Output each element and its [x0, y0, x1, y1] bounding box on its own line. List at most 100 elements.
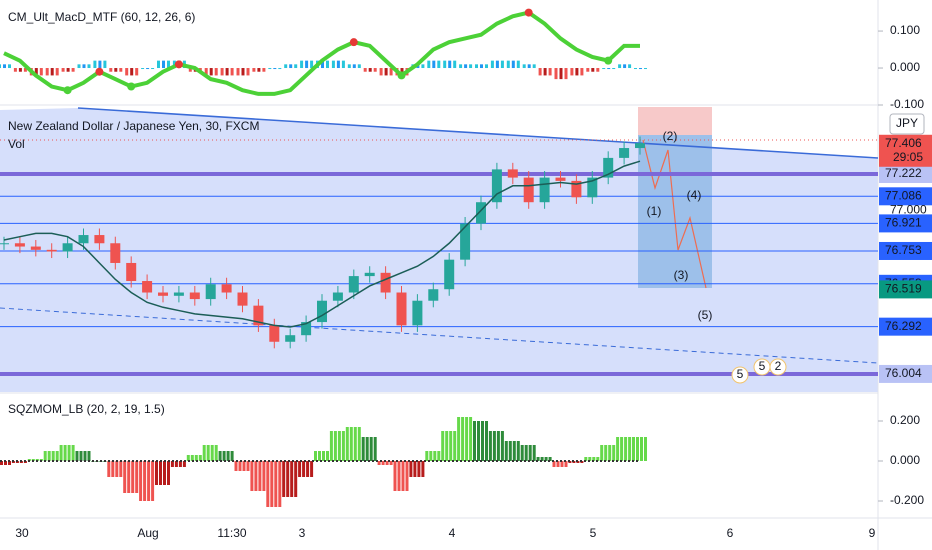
- candle-body: [364, 272, 375, 277]
- squeeze-bar: [532, 445, 536, 461]
- macd-histogram: [114, 68, 118, 72]
- squeeze-bar: [47, 451, 51, 461]
- squeeze-bar: [55, 451, 59, 461]
- candle-body: [110, 243, 121, 263]
- squeeze-bar: [214, 445, 218, 461]
- squeeze-bar: [457, 417, 461, 461]
- candle-body: [507, 169, 518, 178]
- macd-histogram: [225, 68, 229, 76]
- squeeze-bar: [190, 455, 194, 461]
- macd-histogram: [607, 68, 611, 70]
- trendline: [77, 107, 878, 159]
- candle-body: [380, 272, 391, 293]
- price-level-label: 76.004: [885, 366, 922, 380]
- macd-histogram: [3, 64, 6, 69]
- macd-histogram: [55, 68, 59, 76]
- squeeze-bar: [620, 437, 624, 461]
- squeeze-bar: [43, 451, 47, 461]
- wave-label: (5): [698, 308, 713, 322]
- macd-histogram: [284, 64, 288, 69]
- macd-histogram: [384, 68, 388, 76]
- macd-histogram: [167, 60, 170, 69]
- price-level-badge: [879, 317, 932, 336]
- squeeze-bar: [278, 461, 282, 507]
- macd-cross: [127, 82, 136, 91]
- macd-histogram: [162, 60, 165, 69]
- macd-histogram: [538, 68, 542, 76]
- shaded-zone: [0, 108, 878, 392]
- squeeze-bar: [67, 445, 71, 461]
- candle-body: [253, 305, 264, 326]
- squeeze-bar: [341, 431, 345, 461]
- macd-histogram: [157, 60, 160, 69]
- macd-histogram: [220, 68, 224, 76]
- squeeze-bar: [508, 441, 512, 461]
- candle-body: [619, 148, 630, 158]
- x-tick-label: 30: [15, 526, 29, 540]
- candle-body: [14, 243, 25, 247]
- x-tick-label: 6: [727, 526, 734, 540]
- macd-histogram: [13, 68, 17, 72]
- macd-histogram: [570, 68, 574, 76]
- x-tick-label: Aug: [137, 526, 158, 540]
- squeeze-bar: [270, 461, 274, 507]
- candle-body: [523, 177, 534, 203]
- wave-label: (4): [687, 188, 702, 202]
- price-level-badge: [879, 187, 932, 206]
- squeeze-bar: [222, 451, 226, 461]
- macd-histogram: [66, 68, 70, 72]
- macd-histogram: [347, 64, 351, 69]
- macd-histogram: [273, 68, 277, 70]
- candle-body: [412, 300, 423, 326]
- squeeze-bar: [202, 445, 206, 461]
- squeeze-bar: [71, 445, 75, 461]
- squeeze-bar: [604, 445, 608, 461]
- squeeze-bar: [298, 461, 302, 477]
- squeeze-bar: [238, 461, 242, 471]
- macd-histogram: [368, 68, 372, 72]
- macd-histogram: [82, 64, 86, 69]
- squeeze-bar: [377, 461, 381, 465]
- squeeze-bar: [306, 461, 310, 477]
- macd-histogram: [427, 60, 431, 69]
- macd-histogram: [294, 64, 298, 69]
- squeeze-bar: [262, 461, 266, 491]
- macd-histogram: [459, 64, 463, 69]
- idea-count: 5: [759, 359, 766, 373]
- candle-body: [317, 300, 327, 323]
- macd-histogram: [612, 68, 616, 70]
- squeeze-bar: [584, 457, 588, 461]
- macd-histogram: [480, 64, 483, 69]
- macd-histogram: [93, 60, 97, 69]
- squeeze-bar: [294, 461, 298, 497]
- macd-histogram: [511, 60, 515, 69]
- volume-label: Vol: [8, 137, 25, 151]
- x-tick-label: 9: [869, 526, 876, 540]
- squeeze-bar: [552, 461, 556, 467]
- candle-body: [189, 292, 200, 300]
- countdown: 29:05: [893, 150, 923, 164]
- squeeze-bar: [437, 451, 441, 461]
- macd-histogram: [18, 68, 22, 72]
- candle-body: [30, 246, 41, 250]
- price-level-label: 77.222: [885, 166, 922, 180]
- macd-histogram: [443, 60, 447, 69]
- macd-histogram: [448, 60, 452, 69]
- squeeze-bar: [441, 431, 445, 461]
- squeeze-bar: [182, 461, 186, 467]
- squeeze-bar: [155, 461, 158, 485]
- y-tick-label: 0.000: [890, 60, 920, 74]
- macd-histogram: [246, 68, 250, 76]
- macd-histogram: [135, 68, 139, 76]
- macd-histogram: [352, 64, 356, 69]
- squeeze-bar: [206, 445, 210, 461]
- squeeze-bar: [322, 451, 325, 461]
- candle-body: [491, 169, 502, 203]
- currency-badge[interactable]: [889, 113, 925, 135]
- squeeze-bar: [417, 461, 421, 477]
- current-price-label: 77.406: [885, 136, 922, 150]
- squeeze-bar: [258, 461, 262, 491]
- macd-histogram: [252, 68, 256, 72]
- wave-label: (2): [663, 129, 678, 143]
- candle-body: [237, 292, 248, 306]
